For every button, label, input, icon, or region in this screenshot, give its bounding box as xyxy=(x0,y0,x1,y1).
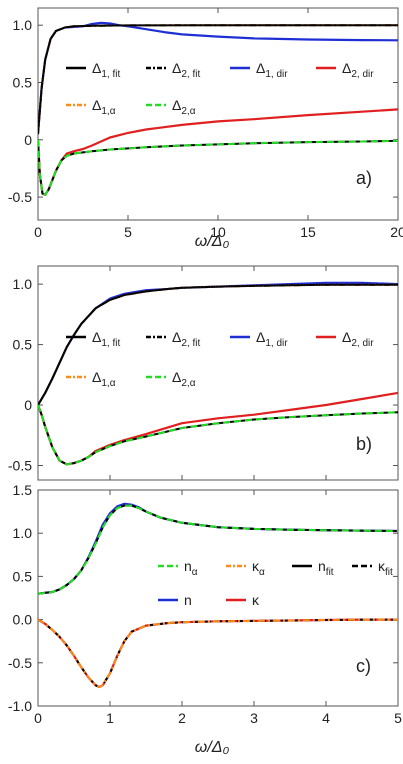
legend-label-alpha1: Δ1,α xyxy=(92,97,116,117)
y-tick-label: 0.5 xyxy=(13,337,33,353)
legend-label-fit2: Δ2, fit xyxy=(172,329,200,349)
x-tick-label: 5 xyxy=(394,710,402,726)
x-tick-label: 0 xyxy=(34,224,42,240)
series-fit2b xyxy=(38,139,398,196)
y-tick-label: 1.0 xyxy=(13,17,33,33)
y-tick-label: -0.5 xyxy=(8,457,32,473)
x-tick-label: 1 xyxy=(106,710,114,726)
y-tick-label: 0 xyxy=(24,397,32,413)
series-alpha1 xyxy=(38,618,398,688)
legend-label-fit1: Δ1, fit xyxy=(92,329,120,349)
x-tick-label: 4 xyxy=(322,710,330,726)
series-dir2 xyxy=(38,618,398,689)
y-tick-label: -0.5 xyxy=(8,655,32,671)
x-tick-label: 20 xyxy=(390,224,403,240)
series-alpha2 xyxy=(38,504,398,595)
y-tick-label: 0 xyxy=(24,132,32,148)
legend-label-alpha2: Δ2,α xyxy=(172,369,196,389)
legend-label-alpha2: Δ2,α xyxy=(172,97,196,117)
y-tick-label: -0.5 xyxy=(8,189,32,205)
legend-label-dir1: Δ1, dir xyxy=(256,329,288,349)
x-axis-label: ω/Δ₀ xyxy=(195,739,230,756)
series-alpha1 xyxy=(38,24,398,135)
x-tick-label: 15 xyxy=(300,224,316,240)
panel-label: c) xyxy=(356,656,371,676)
x-tick-label: 2 xyxy=(178,710,186,726)
panel-c: 0 1 2 3 4 5 -1.0 -0.5 0.0 0.5 1.0 1.5 nα κα nfit κfit n κ… xyxy=(8,482,402,756)
legend-label-alpha2: nα xyxy=(184,558,198,578)
legend-label-fit2: κfit xyxy=(378,558,393,578)
series-alpha2 xyxy=(38,139,398,196)
legend-label-dir2: Δ2, dir xyxy=(342,329,374,349)
legend-label-dir2: Δ2, dir xyxy=(342,60,374,80)
series-dir1 xyxy=(38,21,398,135)
series-alpha2 xyxy=(38,404,398,466)
plot-frame xyxy=(37,489,399,707)
panel-label: a) xyxy=(356,168,372,188)
legend-label-dir1: Δ1, dir xyxy=(256,60,288,80)
x-tick-label: 3 xyxy=(250,710,258,726)
x-tick-label: 5 xyxy=(124,224,132,240)
y-tick-label: 1.0 xyxy=(13,525,33,541)
y-tick-label: 0.5 xyxy=(13,568,33,584)
plot-frame xyxy=(37,265,399,481)
legend-label-fit1: nfit xyxy=(318,558,334,578)
x-tick-label: 10 xyxy=(210,224,226,240)
series-fit2 xyxy=(38,618,398,688)
panel-a: 0 5 10 15 20 -0.5 0 0.5 1.0 Δ1, fit Δ2, fit Δ1, dir… xyxy=(8,7,403,250)
x-axis-label: ω/Δ₀ xyxy=(195,233,230,250)
x-tick-label: 0 xyxy=(34,710,42,726)
legend-label-fit1: Δ1, fit xyxy=(92,60,120,80)
panel-b: -0.5 0 0.5 1.0 Δ1, fit Δ2, fit Δ1, dir Δ2, dir Δ… xyxy=(8,265,399,481)
legend-label-alpha1: Δ1,α xyxy=(92,369,116,389)
series-fit1 xyxy=(38,504,398,595)
y-tick-label: 1.5 xyxy=(13,482,33,498)
legend-label-dir2: κ xyxy=(252,592,260,608)
series-fit2 xyxy=(38,283,398,406)
panel-label: b) xyxy=(356,434,372,454)
series-fit2 xyxy=(38,24,398,135)
legend-label-fit2: Δ2, fit xyxy=(172,60,200,80)
y-tick-label: 0.5 xyxy=(13,74,33,90)
legend-label-alpha1: κα xyxy=(252,558,265,578)
series-fit1 xyxy=(38,24,398,135)
y-tick-label: -1.0 xyxy=(8,698,32,714)
y-tick-label: 0.0 xyxy=(13,612,33,628)
y-tick-label: 1.0 xyxy=(13,276,33,292)
legend-label-dir1: n xyxy=(184,592,192,608)
